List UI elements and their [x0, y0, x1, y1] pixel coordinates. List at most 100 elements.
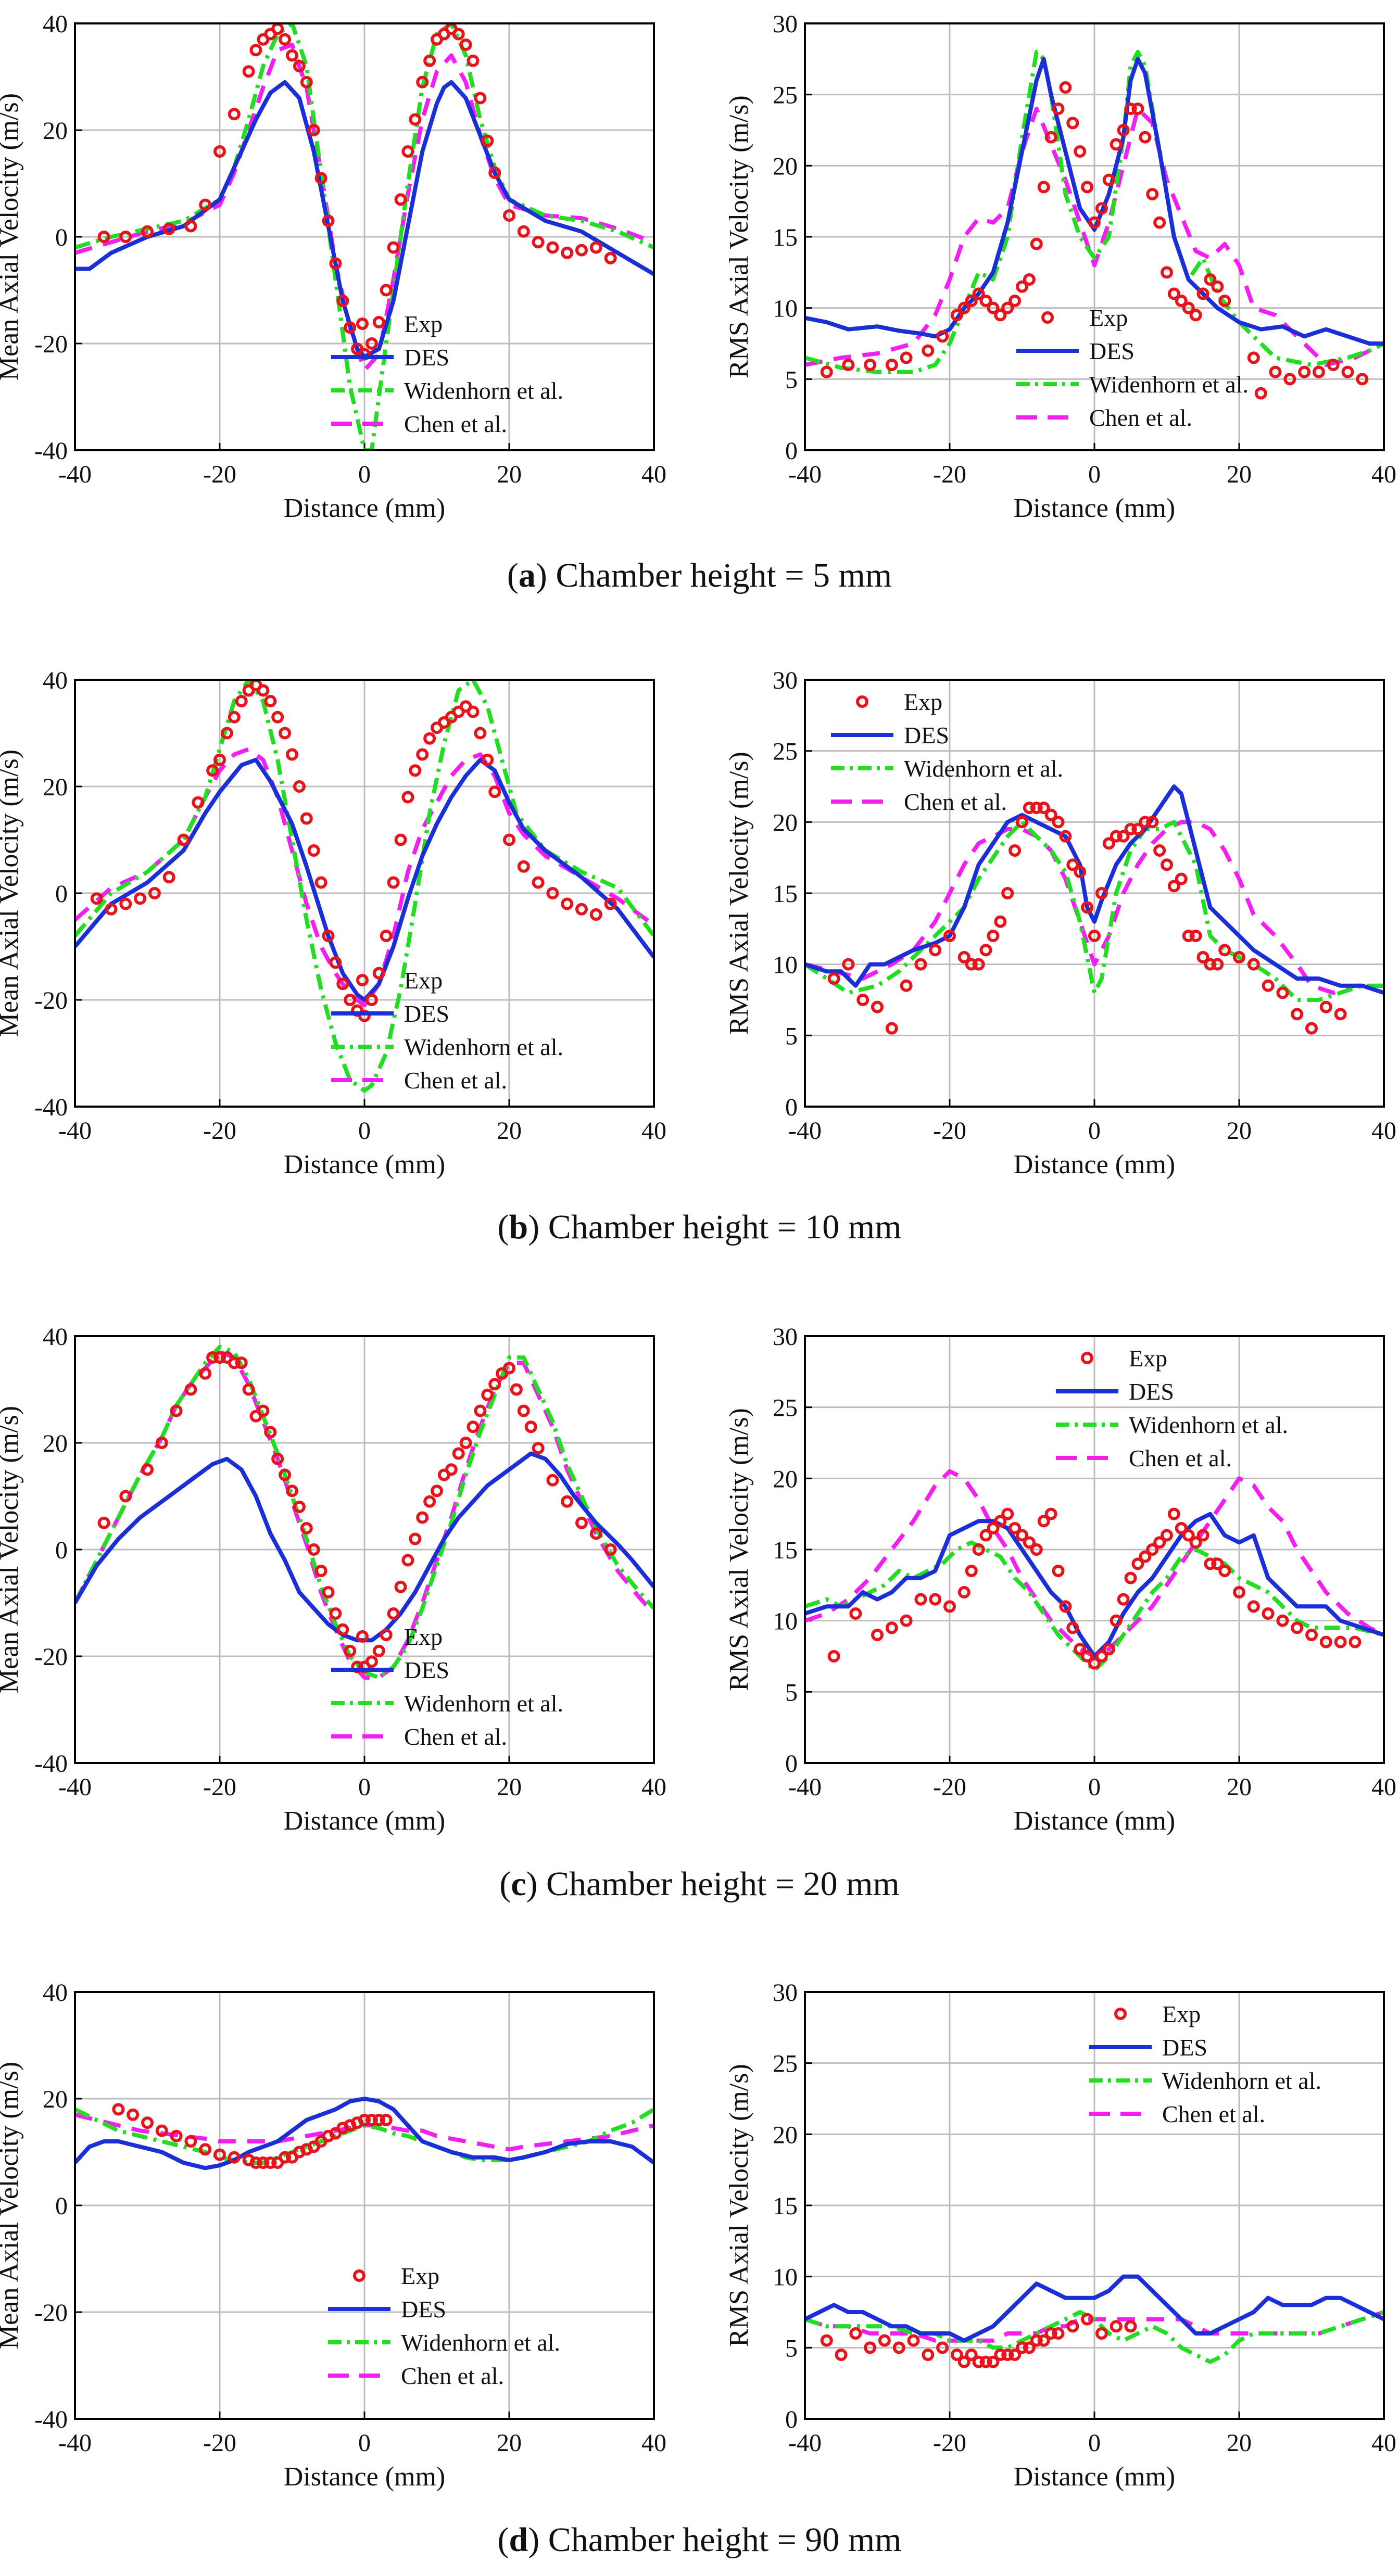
series-line-chen — [75, 43, 654, 373]
x-tick-label: -20 — [203, 461, 236, 488]
exp-point — [1016, 280, 1028, 293]
exp-point — [1196, 951, 1209, 963]
exp-point — [1131, 103, 1144, 115]
exp-point — [1139, 816, 1152, 829]
exp-point — [987, 2355, 1000, 2368]
exp-point — [1196, 287, 1209, 300]
exp-point — [575, 244, 588, 257]
exp-point — [431, 1484, 443, 1498]
exp-point — [1044, 131, 1057, 144]
y-tick-label: 40 — [43, 1979, 68, 2007]
exp-point — [1189, 930, 1202, 942]
exp-point — [358, 2114, 371, 2126]
exp-point — [1081, 901, 1094, 914]
exp-point — [1059, 1600, 1072, 1613]
exp-point — [416, 75, 429, 88]
exp-point — [856, 994, 869, 1006]
caption-b: (b) Chamber height = 10 mm — [497, 1208, 902, 1246]
exp-point — [972, 1543, 985, 1556]
exp-point — [1262, 1607, 1275, 1620]
x-tick-label: -40 — [788, 1117, 822, 1145]
exp-point — [372, 316, 385, 328]
legend-label: DES — [401, 2296, 446, 2323]
series-group — [75, 680, 654, 1093]
y-tick-label: 20 — [43, 2086, 68, 2113]
exp-point — [206, 1351, 219, 1364]
x-tick-label: 20 — [1227, 461, 1252, 488]
exp-point — [1233, 951, 1245, 963]
exp-point — [235, 695, 248, 707]
chart-mean-a: -40 -20 0 20 40 -40 -20 0 20 40 Distance (mm) Mean … — [0, 10, 666, 523]
exp-point — [119, 897, 132, 910]
exp-point — [286, 748, 298, 761]
exp-point — [1044, 808, 1057, 821]
exp-point — [387, 876, 400, 889]
exp-point — [1117, 1593, 1130, 1606]
exp-point — [119, 1490, 132, 1503]
exp-point — [1139, 1550, 1152, 1563]
exp-point — [835, 2349, 848, 2361]
exp-point — [1102, 1643, 1115, 1656]
exp-point — [1211, 1557, 1224, 1570]
exp-point — [300, 812, 313, 825]
exp-point — [1146, 188, 1159, 200]
exp-point — [994, 2349, 1007, 2361]
legend-label: Widenhorn et al. — [1162, 2067, 1321, 2094]
exp-point — [380, 284, 393, 297]
exp-point — [1189, 1536, 1202, 1549]
exp-point — [141, 225, 154, 238]
caption-c: (c) Chamber height = 20 mm — [499, 1865, 900, 1903]
series-line-chen — [805, 1469, 1384, 1658]
exp-point — [871, 1629, 884, 1641]
exp-point — [532, 876, 545, 889]
x-tick-label: 0 — [1088, 1773, 1101, 1801]
exp-point — [1001, 301, 1014, 314]
exp-point — [155, 2124, 168, 2137]
x-tick-label: -40 — [58, 461, 92, 488]
x-tick-label: 20 — [497, 2429, 522, 2457]
exp-point — [344, 321, 357, 334]
exp-point — [1066, 2320, 1079, 2333]
legend-label: Chen et al. — [404, 1723, 507, 1750]
axes-frame — [74, 1991, 655, 2420]
exp-point — [199, 198, 212, 211]
exp-point — [929, 944, 942, 957]
exp-point — [467, 1420, 480, 1433]
x-axis-label: Distance (mm) — [1014, 493, 1175, 523]
exp-point — [1023, 802, 1036, 814]
exp-point — [532, 1442, 545, 1455]
exp-point — [820, 365, 833, 378]
y-tick-label: 25 — [773, 2050, 798, 2078]
caption-text: Chamber height = 10 mm — [548, 1208, 902, 1246]
exp-point — [199, 2143, 212, 2156]
exp-point — [1074, 866, 1087, 878]
exp-point — [503, 1362, 515, 1375]
exp-point — [459, 39, 472, 51]
exp-point — [401, 1554, 414, 1567]
x-tick-label: -20 — [933, 2429, 966, 2457]
exp-point — [1161, 1529, 1173, 1542]
exp-point — [1182, 1529, 1195, 1542]
exp-point — [878, 2334, 891, 2347]
exp-point — [1146, 816, 1159, 829]
y-axis-label: RMS Axial Velocity (m/s) — [724, 95, 754, 378]
caption-text: Chamber height = 5 mm — [556, 556, 892, 594]
exp-point — [271, 710, 284, 724]
exp-point — [972, 958, 985, 971]
exp-point — [1016, 1529, 1028, 1542]
legend-label: Exp — [1089, 304, 1128, 331]
y-tick-label: 5 — [785, 2334, 798, 2362]
exp-point — [242, 65, 255, 78]
y-axis-label: RMS Axial Velocity (m/s) — [724, 752, 754, 1035]
y-tick-label: 10 — [773, 295, 798, 323]
exp-point — [1001, 887, 1014, 899]
y-tick-label: -40 — [34, 2406, 68, 2433]
y-tick-label: 15 — [773, 2192, 798, 2220]
exp-point — [1074, 1643, 1087, 1656]
series-group — [75, 2097, 654, 2171]
exp-point — [827, 972, 840, 985]
legend-label: Exp — [401, 2263, 439, 2289]
exp-point — [249, 2156, 262, 2169]
exp-point — [849, 1607, 862, 1620]
